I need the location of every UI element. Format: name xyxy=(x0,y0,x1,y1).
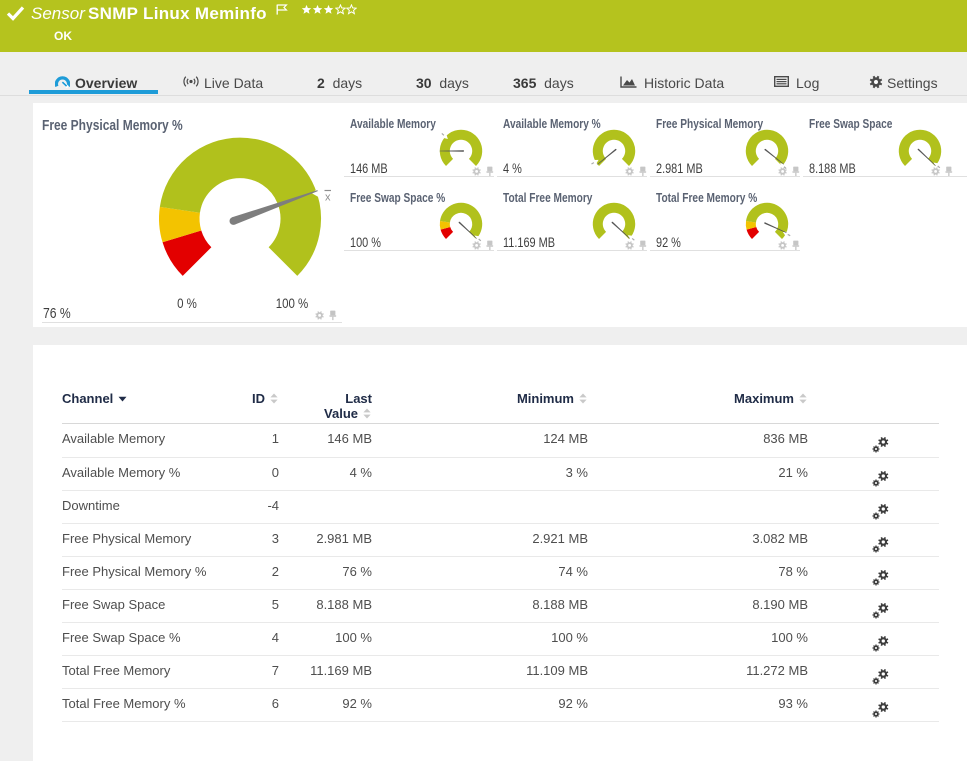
svg-text:x: x xyxy=(325,192,331,204)
